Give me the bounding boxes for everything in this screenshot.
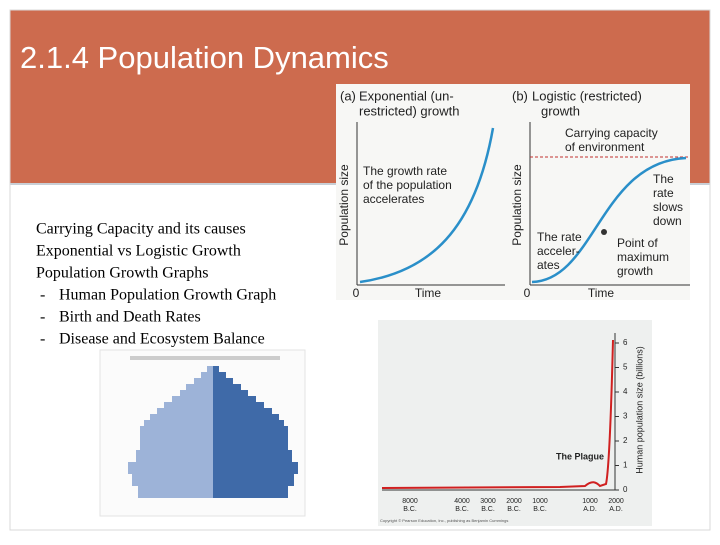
panel-title: Logistic (restricted) <box>532 88 642 103</box>
y-tick-label: 5 <box>623 363 628 372</box>
note: ates <box>537 258 560 272</box>
x-tick-label: B.C. <box>507 506 521 513</box>
y-tick-label: 1 <box>623 461 628 470</box>
note: of environment <box>565 140 645 154</box>
panel-title: growth <box>541 103 580 118</box>
population-curve <box>381 339 614 489</box>
x-tick-label: 1000 <box>532 498 548 505</box>
y-label: Human population size (billions) <box>634 346 644 474</box>
slide-frame <box>9 9 711 531</box>
note: acceler- <box>537 244 580 258</box>
pyramid-left <box>128 366 213 498</box>
y-tick-label: 6 <box>623 338 628 347</box>
figure-title-placeholder <box>130 356 280 360</box>
x-tick-label: B.C. <box>403 506 417 513</box>
human-figure: Human population size (billions) The Pla… <box>378 320 652 526</box>
x-tick-label: B.C. <box>455 506 469 513</box>
note: accelerates <box>363 192 424 206</box>
note: rate <box>653 186 674 200</box>
credit: Copyright © Pearson Education, Inc., pub… <box>380 518 508 523</box>
growth-figure: (a) Exponential (un- restricted) growth … <box>336 84 690 300</box>
origin: 0 <box>353 286 360 300</box>
panel-title: restricted) growth <box>359 103 459 118</box>
dash: - <box>40 309 45 326</box>
note: of the population <box>363 178 452 192</box>
note: down <box>653 214 682 228</box>
x-tick-label: 4000 <box>454 498 470 505</box>
y-tick-label: 4 <box>623 387 628 396</box>
note: growth <box>617 264 653 278</box>
y-label: Population size <box>510 164 524 246</box>
pyramid-figure <box>99 349 306 517</box>
panel-letter: (b) <box>512 88 528 103</box>
sub-bullet: Birth and Death Rates <box>59 309 201 326</box>
sub-bullet: Human Population Growth Graph <box>59 287 276 304</box>
pyramid-right <box>213 366 298 498</box>
bullet: Population Growth Graphs <box>36 265 208 282</box>
note: Point of <box>617 236 658 250</box>
note: Carrying capacity <box>565 126 658 140</box>
y-tick-label: 3 <box>623 412 628 421</box>
logistic-curve <box>531 156 687 284</box>
x-tick-label: 3000 <box>480 498 496 505</box>
note: The growth rate <box>363 164 447 178</box>
note: slows <box>653 200 683 214</box>
note: The <box>653 172 674 186</box>
figure-bg <box>336 84 690 300</box>
note: The rate <box>537 230 582 244</box>
y-label: Population size <box>337 164 351 246</box>
figure-bg <box>378 320 652 526</box>
x-tick-label: 2000 <box>506 498 522 505</box>
exponential-curve <box>359 127 495 284</box>
bullet: Carrying Capacity and its causes <box>36 221 246 238</box>
note: maximum <box>617 250 669 264</box>
annotation: The Plague <box>556 451 604 461</box>
x-tick-label: B.C. <box>481 506 495 513</box>
x-label: Time <box>415 286 442 300</box>
x-tick-label: A.D. <box>583 506 597 513</box>
origin: 0 <box>524 286 531 300</box>
bullet: Exponential vs Logistic Growth <box>36 243 241 260</box>
x-tick-label: 8000 <box>402 498 418 505</box>
dash: - <box>40 331 45 348</box>
x-tick-label: B.C. <box>533 506 547 513</box>
x-label: Time <box>588 286 615 300</box>
sub-bullet: Disease and Ecosystem Balance <box>59 331 265 348</box>
panel-letter: (a) <box>340 88 356 103</box>
slide-title: 2.1.4 Population Dynamics <box>20 40 389 75</box>
x-tick-label: 1000 <box>582 498 598 505</box>
y-tick-label: 0 <box>623 485 628 494</box>
x-tick-label: 2000 <box>608 498 624 505</box>
inflection-point <box>601 229 607 235</box>
y-tick-label: 2 <box>623 436 628 445</box>
dash: - <box>40 287 45 304</box>
x-tick-label: A.D. <box>609 506 623 513</box>
panel-title: Exponential (un- <box>359 88 454 103</box>
